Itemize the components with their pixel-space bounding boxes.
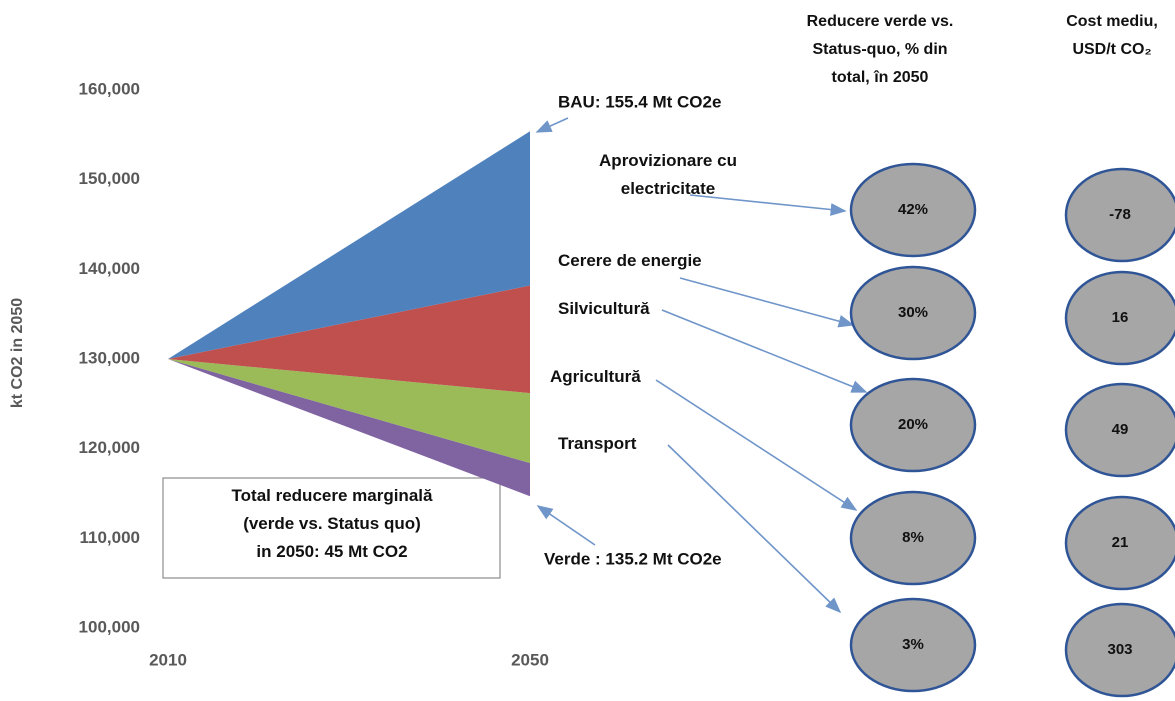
arrow bbox=[661, 309, 868, 393]
arrow bbox=[679, 277, 855, 328]
y-tick-label: 140,000 bbox=[79, 259, 140, 278]
cost-bubble bbox=[1064, 602, 1175, 698]
column-header-line: Cost mediu, bbox=[1066, 13, 1158, 30]
y-tick-label: 120,000 bbox=[79, 438, 140, 457]
sector-label: Agricultură bbox=[550, 367, 641, 386]
note-line: Total reducere marginală bbox=[232, 486, 433, 505]
reduction-label: 30% bbox=[898, 304, 928, 321]
y-tick-label: 160,000 bbox=[79, 79, 140, 98]
sector-label-line: Aprovizionare cu bbox=[599, 151, 737, 170]
reduction-bubble bbox=[849, 265, 977, 361]
arrow bbox=[689, 194, 847, 216]
cost-label: -78 bbox=[1109, 206, 1131, 223]
sector-label-line: Cerere de energie bbox=[558, 251, 702, 270]
x-tick-label: 2010 bbox=[149, 650, 187, 669]
sector-label-line: Silvicultură bbox=[558, 299, 650, 318]
note: Total reducere marginală (verde vs. Statu… bbox=[232, 486, 433, 561]
y-axis-label: kt CO2 in 2050 bbox=[9, 298, 26, 408]
column-header: Reducere verde vs. Status-quo, % din total… bbox=[807, 13, 954, 86]
reduction-label: 3% bbox=[902, 636, 924, 653]
sector-label-line: Transport bbox=[558, 434, 637, 453]
reduction-bubble bbox=[849, 162, 977, 258]
column-header-line: total, în 2050 bbox=[832, 69, 929, 86]
sector-label-line: Agricultură bbox=[550, 367, 641, 386]
x-tick-label: 2050 bbox=[511, 650, 549, 669]
note-box bbox=[162, 477, 501, 579]
cost-bubble bbox=[1064, 167, 1175, 263]
annotation: Verde : 135.2 Mt CO2e bbox=[544, 549, 722, 568]
area bbox=[168, 359, 530, 497]
sector-label: Aprovizionare cu electricitate bbox=[599, 151, 737, 198]
cost-label: 16 bbox=[1112, 309, 1129, 326]
cost-bubble bbox=[1064, 382, 1175, 478]
y-tick-label: 130,000 bbox=[79, 348, 140, 367]
note-line: (verde vs. Status quo) bbox=[243, 514, 421, 533]
area bbox=[168, 131, 530, 359]
arrow bbox=[535, 117, 569, 133]
arrow bbox=[536, 505, 596, 546]
sector-label: Cerere de energie bbox=[558, 251, 702, 270]
y-tick-label: 100,000 bbox=[79, 617, 140, 636]
note-line: in 2050: 45 Mt CO2 bbox=[256, 542, 407, 561]
reduction-label: 8% bbox=[902, 529, 924, 546]
reduction-label: 20% bbox=[898, 416, 928, 433]
cost-label: 21 bbox=[1112, 534, 1129, 551]
sector-label: Transport bbox=[558, 434, 637, 453]
column-header-line: Status-quo, % din bbox=[812, 41, 947, 58]
column-header-line: Reducere verde vs. bbox=[807, 13, 954, 30]
y-tick-label: 110,000 bbox=[79, 528, 140, 547]
sector-label-line: electricitate bbox=[621, 179, 716, 198]
column-header-line: USD/t CO₂ bbox=[1072, 41, 1151, 58]
cost-bubble bbox=[1064, 270, 1175, 366]
arrow bbox=[667, 444, 842, 614]
cost-label: 303 bbox=[1107, 641, 1132, 658]
arrow bbox=[655, 379, 858, 511]
reduction-bubble bbox=[849, 377, 977, 473]
area bbox=[168, 359, 530, 464]
reduction-label: 42% bbox=[898, 201, 928, 218]
column-header: Cost mediu, USD/t CO₂ bbox=[1066, 13, 1158, 58]
cost-bubble bbox=[1064, 495, 1175, 591]
y-tick-label: 150,000 bbox=[79, 169, 140, 188]
annotation: BAU: 155.4 Mt CO2e bbox=[558, 92, 721, 111]
sector-label: Silvicultură bbox=[558, 299, 650, 318]
reduction-bubble bbox=[849, 597, 977, 693]
reduction-bubble bbox=[849, 490, 977, 586]
cost-label: 49 bbox=[1112, 421, 1129, 438]
area bbox=[168, 285, 530, 394]
